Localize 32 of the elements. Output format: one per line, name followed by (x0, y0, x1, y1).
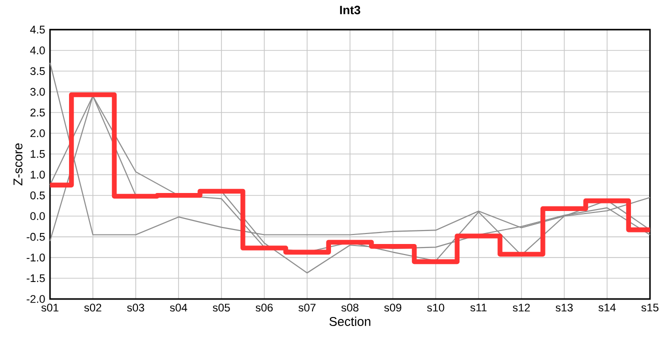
y-tick-label: 3.5 (30, 67, 45, 76)
y-axis-title: Z-score (14, 143, 22, 186)
y-tick-label: -1.0 (26, 254, 45, 262)
x-tick-label: s10 (427, 304, 444, 312)
x-tick-label: s02 (84, 304, 102, 312)
x-tick-label: s15 (641, 304, 658, 312)
x-tick-label: s12 (512, 304, 530, 312)
x-tick-label: s09 (384, 304, 402, 312)
x-tick-label: s04 (170, 304, 188, 312)
y-tick-label: -1.5 (26, 274, 45, 282)
x-tick-label: s03 (127, 304, 144, 312)
x-tick-label: s06 (256, 304, 273, 312)
x-tick-label: s01 (41, 304, 58, 312)
y-tick-label: -0.5 (26, 232, 45, 241)
y-tick-label: 2.5 (30, 108, 45, 116)
y-tick-label: 1.5 (30, 150, 45, 158)
x-axis-title: Section (329, 316, 370, 326)
y-tick-label: 3.0 (30, 88, 45, 96)
y-tick-label: -2.0 (26, 295, 45, 303)
y-tick-label: 0.5 (30, 191, 45, 200)
x-tick-label: s08 (341, 304, 358, 312)
y-tick-label: 0.0 (30, 212, 45, 220)
y-tick-label: 4.5 (30, 26, 45, 34)
x-tick-label: s14 (598, 304, 616, 312)
y-tick-label: 4.0 (30, 46, 45, 54)
y-tick-label: 2.0 (30, 129, 45, 138)
x-tick-label: s13 (556, 304, 573, 312)
x-tick-label: s11 (470, 304, 487, 312)
chart-title: Int3 (340, 6, 360, 14)
x-tick-label: s07 (298, 304, 316, 312)
y-tick-label: 1.0 (30, 170, 45, 179)
x-tick-label: s05 (212, 304, 230, 312)
